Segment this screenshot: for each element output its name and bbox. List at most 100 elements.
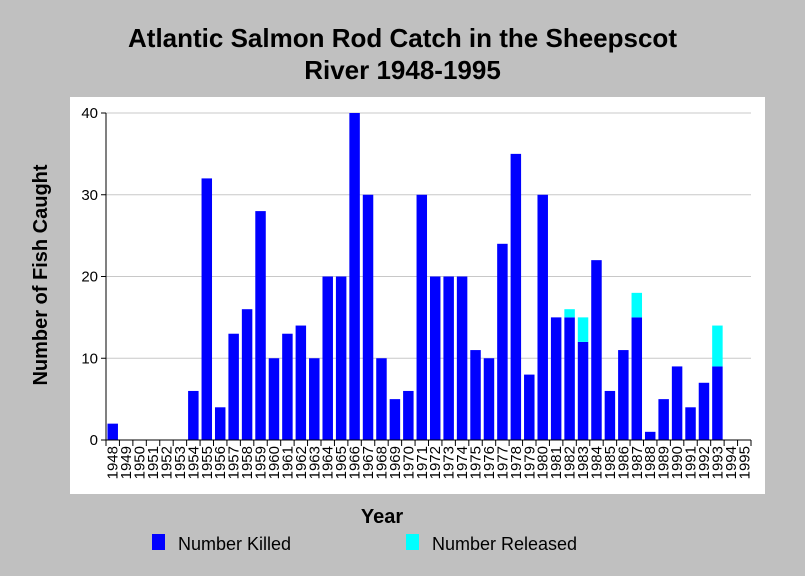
x-tick-label: 1995 xyxy=(736,446,753,479)
bar-killed-1971 xyxy=(416,194,428,440)
x-tick-label: 1967 xyxy=(360,446,377,479)
x-tick-label: 1966 xyxy=(347,446,364,479)
x-tick-label: 1957 xyxy=(226,446,243,479)
bar-killed-1957 xyxy=(228,333,239,440)
x-tick-label: 1968 xyxy=(373,446,390,479)
chart-title-line-1: Atlantic Salmon Rod Catch in the Sheepsc… xyxy=(128,23,677,53)
bar-released-1987 xyxy=(631,292,643,318)
x-tick-label: 1965 xyxy=(333,446,350,479)
x-tick-label: 1960 xyxy=(266,446,283,479)
x-tick-label: 1974 xyxy=(454,446,471,479)
y-tick-labels: 0 10 20 30 40 xyxy=(81,105,106,449)
y-tick-label: 0 xyxy=(90,432,98,449)
x-tick-label: 1971 xyxy=(414,446,431,479)
bar-released-1982 xyxy=(564,309,575,318)
bar-killed-1955 xyxy=(201,178,213,440)
bar-killed-1974 xyxy=(456,276,468,440)
x-tick-label: 1954 xyxy=(185,446,202,479)
x-tick-label: 1964 xyxy=(320,446,337,479)
bar-killed-1969 xyxy=(389,399,401,440)
legend-label-killed: Number Killed xyxy=(178,534,292,554)
x-tick-label: 1980 xyxy=(535,446,552,479)
bar-killed-1993 xyxy=(712,366,723,440)
x-tick-label: 1982 xyxy=(562,446,579,479)
bar-killed-1958 xyxy=(241,309,253,440)
x-tick-label: 1959 xyxy=(253,446,270,479)
bar-killed-1963 xyxy=(309,358,320,440)
x-tick-label: 1988 xyxy=(642,446,659,479)
y-tick-label: 40 xyxy=(81,105,98,122)
bar-killed-1981 xyxy=(550,317,562,440)
bar-killed-1985 xyxy=(604,390,616,440)
x-tick-label: 1981 xyxy=(548,446,565,479)
bar-killed-1972 xyxy=(429,276,441,440)
bar-killed-1989 xyxy=(658,399,669,440)
x-tick-label: 1962 xyxy=(293,446,310,479)
bar-killed-1961 xyxy=(282,333,293,440)
bar-killed-1954 xyxy=(188,390,199,440)
x-tick-label: 1990 xyxy=(669,446,686,479)
bar-killed-1986 xyxy=(618,350,629,440)
bar-killed-1978 xyxy=(510,153,522,440)
x-tick-label: 1984 xyxy=(588,446,605,479)
bar-killed-1970 xyxy=(403,390,414,440)
x-tick-label: 1950 xyxy=(132,446,149,479)
x-tick-label: 1989 xyxy=(656,446,673,479)
bar-killed-1982 xyxy=(564,317,575,440)
bar-killed-1966 xyxy=(349,113,360,440)
legend-swatch-released xyxy=(406,534,419,550)
bar-killed-1960 xyxy=(268,358,280,440)
x-tick-label: 1955 xyxy=(199,446,216,479)
bar-killed-1988 xyxy=(644,431,656,440)
chart-title: Atlantic Salmon Rod Catch in the Sheepsc… xyxy=(0,22,805,86)
x-tick-label: 1956 xyxy=(212,446,229,479)
x-tick-label: 1979 xyxy=(521,446,538,479)
bar-killed-1991 xyxy=(685,407,696,440)
bar-killed-1968 xyxy=(376,358,387,440)
legend-label-released: Number Released xyxy=(432,534,578,554)
x-tick-label: 1951 xyxy=(145,446,162,479)
x-tick-label: 1970 xyxy=(400,446,417,479)
x-axis-label: Year xyxy=(361,506,403,528)
y-tick-label: 20 xyxy=(81,269,98,286)
x-tick-label: 1985 xyxy=(602,446,619,479)
x-tick-label: 1976 xyxy=(481,446,498,479)
x-tick-label: 1961 xyxy=(279,446,296,479)
x-tick-label: 1948 xyxy=(105,446,122,479)
bar-released-1993 xyxy=(712,325,723,367)
bar-killed-1965 xyxy=(335,276,347,440)
bar-killed-1987 xyxy=(631,317,643,440)
x-tick-label: 1978 xyxy=(508,446,525,479)
x-tick-label: 1977 xyxy=(494,446,511,479)
y-axis-label: Number of Fish Caught xyxy=(30,164,52,385)
x-tick-label: 1949 xyxy=(118,446,135,479)
bar-killed-1962 xyxy=(295,325,307,440)
y-tick-label: 30 xyxy=(81,187,98,204)
bar-killed-1964 xyxy=(322,276,333,440)
bar-released-1983 xyxy=(577,317,589,342)
bar-killed-1983 xyxy=(577,341,589,440)
bar-killed-1956 xyxy=(214,407,226,440)
bar-killed-1979 xyxy=(524,374,535,440)
chart-title-line-2: River 1948-1995 xyxy=(304,55,501,85)
bar-killed-1990 xyxy=(671,366,683,440)
bars xyxy=(107,113,723,440)
x-tick-label: 1992 xyxy=(696,446,713,479)
legend-swatch-killed xyxy=(152,534,165,550)
y-tick-label: 10 xyxy=(81,350,98,367)
bar-killed-1975 xyxy=(470,350,481,440)
grid-lines xyxy=(106,112,751,359)
x-tick-label: 1972 xyxy=(427,446,444,479)
bar-killed-1967 xyxy=(362,194,374,440)
bar-killed-1973 xyxy=(443,276,454,440)
x-tick-label: 1973 xyxy=(441,446,458,479)
x-tick-label: 1969 xyxy=(387,446,404,479)
x-tick-label: 1983 xyxy=(575,446,592,479)
x-tick-label: 1958 xyxy=(239,446,256,479)
bar-killed-1948 xyxy=(107,423,118,440)
bar-killed-1984 xyxy=(591,260,602,440)
bar-killed-1976 xyxy=(483,358,495,440)
bar-killed-1959 xyxy=(255,211,266,440)
x-tick-label: 1986 xyxy=(615,446,632,479)
